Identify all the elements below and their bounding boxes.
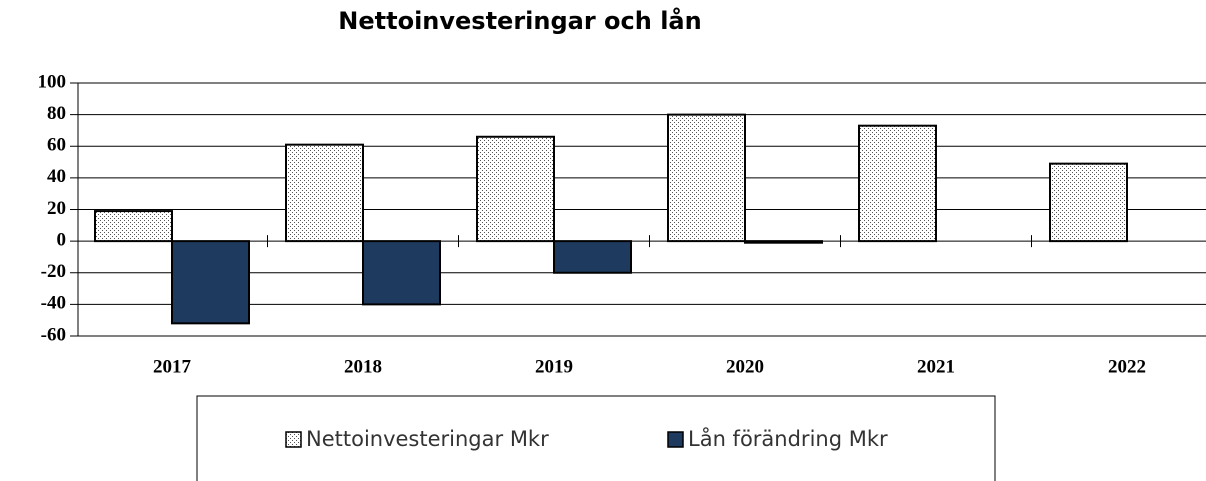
legend-label: Nettoinvesteringar Mkr	[306, 427, 549, 451]
y-tick-label: -60	[41, 324, 66, 345]
bar	[171, 240, 250, 325]
x-tick-label: 2022	[1108, 356, 1146, 377]
y-tick-label: -40	[41, 293, 66, 314]
y-tick-label: 100	[38, 71, 67, 92]
x-tick-label: 2017	[153, 356, 192, 377]
bar	[476, 135, 555, 243]
y-tick-label: 40	[47, 166, 66, 187]
bar	[362, 240, 441, 306]
x-tick-label: 2019	[535, 356, 573, 377]
legend-swatch	[285, 431, 302, 448]
y-tick-label: -20	[41, 261, 66, 282]
bar	[744, 240, 823, 244]
legend-swatch	[667, 431, 684, 448]
y-tick-label: 0	[57, 229, 67, 250]
x-tick-label: 2021	[917, 356, 955, 377]
bar	[553, 240, 632, 274]
bar	[667, 113, 746, 243]
y-tick-label: 20	[47, 198, 66, 219]
y-tick-label: 60	[47, 135, 66, 156]
x-tick-label: 2018	[344, 356, 382, 377]
chart-title: Nettoinvesteringar och lån	[338, 6, 701, 35]
legend-box	[196, 395, 996, 481]
bar	[858, 124, 937, 243]
bar	[1049, 162, 1128, 243]
legend-label: Lån förändring Mkr	[688, 426, 888, 451]
y-tick-label: 80	[47, 103, 66, 124]
x-tick-label: 2020	[726, 356, 764, 377]
bar	[285, 143, 364, 243]
bar	[94, 210, 173, 243]
